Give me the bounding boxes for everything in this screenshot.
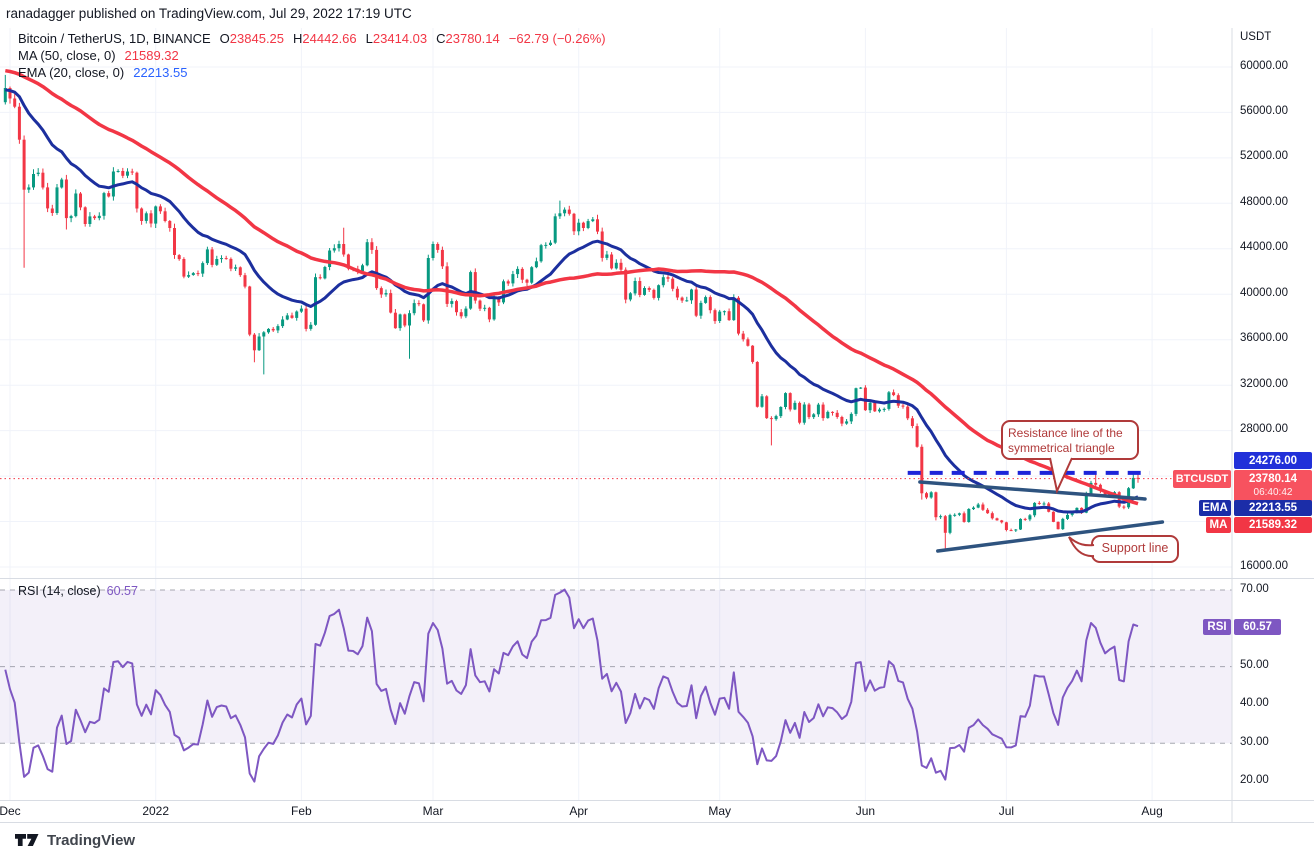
rsi-axis-label: 30.00 (1240, 735, 1269, 748)
price-axis-label: 16000.00 (1240, 559, 1288, 572)
publish-attribution: ranadagger published on TradingView.com,… (6, 6, 412, 21)
trendlines-layer (918, 480, 1165, 553)
time-axis-label: Jul (998, 804, 1015, 818)
separators-layer (0, 28, 1314, 823)
price-axis-label: 28000.00 (1240, 423, 1288, 436)
brand-name[interactable]: TradingView (47, 831, 136, 849)
time-axis-label: Jun (855, 804, 876, 818)
symbol-tag: BTCUSDT (1173, 470, 1231, 488)
rsi-tag-value: 60.57 (1234, 619, 1281, 635)
rsi-axis-label: 50.00 (1240, 659, 1269, 672)
last-price-tag: 23780.14 06:40:42 (1234, 470, 1312, 502)
price-axis-label: 48000.00 (1240, 195, 1288, 208)
rsi-axis-label: 20.00 (1240, 774, 1269, 786)
price-axis-label: 60000.00 (1240, 59, 1288, 72)
time-axis-label: 2022 (142, 804, 170, 818)
price-axis-label: 44000.00 (1240, 241, 1288, 254)
price-axis-label: 40000.00 (1240, 286, 1288, 299)
rsi-band-layer (0, 589, 1232, 744)
ma-tag-value: 21589.32 (1234, 517, 1312, 533)
footer: TradingView (0, 823, 1314, 857)
ema-tag-value: 22213.55 (1234, 500, 1312, 516)
time-axis[interactable] (0, 801, 1232, 822)
ma-line (5, 68, 1139, 506)
grid-layer (0, 28, 1232, 800)
ema-tag-label: EMA (1199, 500, 1231, 516)
time-axis-label: May (708, 804, 732, 818)
rsi-line (4, 588, 1139, 783)
price-axis-label: 56000.00 (1240, 104, 1288, 117)
ma-tag-label: MA (1206, 517, 1231, 533)
rsi-tag-label: RSI (1203, 619, 1231, 635)
trendline-resistance (918, 480, 1147, 501)
tradingview-logo-icon[interactable] (14, 832, 40, 848)
time-axis-label: Mar (422, 804, 444, 818)
time-axis-label: Aug (1141, 804, 1163, 818)
price-axis-label: 36000.00 (1240, 332, 1288, 345)
axis-currency-label: USDT (1240, 31, 1272, 43)
price-axis-label: 52000.00 (1240, 150, 1288, 163)
rsi-axis-label: 70.00 (1240, 582, 1269, 595)
callout-shapes-layer (1001, 420, 1179, 563)
time-axis-label: Apr (569, 804, 589, 818)
bar-countdown: 06:40:42 (1253, 487, 1293, 498)
time-axis-label: Dec (0, 804, 21, 818)
last-price-value: 23780.14 (1249, 473, 1297, 485)
rsi-axis-label: 40.00 (1240, 697, 1269, 710)
ema-line (5, 88, 1139, 514)
time-axis-label: Feb (291, 804, 312, 818)
price-axis[interactable] (1233, 28, 1314, 800)
trendline-support (936, 520, 1165, 553)
price-axis-label: 32000.00 (1240, 377, 1288, 390)
level-price-tag: 24276.00 (1234, 452, 1312, 469)
